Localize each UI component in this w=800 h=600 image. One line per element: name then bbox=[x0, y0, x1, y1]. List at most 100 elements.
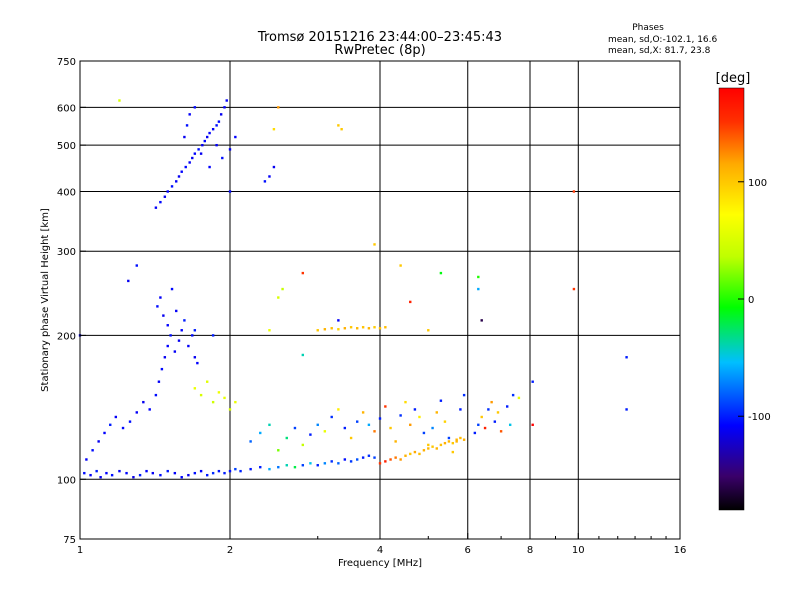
data-point bbox=[277, 465, 280, 469]
data-point bbox=[367, 327, 371, 330]
data-point bbox=[193, 106, 197, 109]
y-tick-label: 100 bbox=[57, 475, 76, 486]
data-point bbox=[404, 400, 407, 404]
data-point bbox=[191, 156, 194, 160]
data-point bbox=[151, 471, 155, 475]
data-point bbox=[373, 326, 376, 329]
data-point bbox=[193, 387, 197, 390]
data-point bbox=[203, 139, 206, 143]
data-point bbox=[349, 436, 353, 440]
data-point bbox=[205, 135, 209, 139]
data-point bbox=[114, 415, 118, 419]
data-point bbox=[125, 471, 128, 475]
data-point bbox=[384, 405, 387, 408]
data-point bbox=[175, 309, 178, 313]
data-point bbox=[330, 415, 333, 419]
data-point bbox=[487, 408, 490, 411]
data-point bbox=[473, 431, 477, 435]
x-tick-label: 6 bbox=[465, 545, 471, 556]
data-point bbox=[183, 319, 186, 322]
data-point bbox=[135, 411, 138, 414]
data-point bbox=[205, 380, 209, 383]
data-point bbox=[173, 350, 177, 353]
data-point bbox=[439, 271, 443, 275]
data-point bbox=[301, 353, 305, 357]
data-point bbox=[340, 127, 343, 131]
data-point bbox=[439, 399, 443, 402]
data-point bbox=[378, 462, 382, 465]
data-point bbox=[505, 405, 509, 408]
y-tick-label: 75 bbox=[63, 535, 76, 546]
data-point bbox=[197, 148, 200, 151]
data-point bbox=[301, 464, 305, 467]
data-point bbox=[285, 436, 288, 440]
data-point bbox=[156, 305, 159, 308]
data-point bbox=[384, 326, 387, 329]
data-point bbox=[180, 476, 183, 479]
data-point bbox=[142, 400, 145, 404]
data-point bbox=[175, 180, 178, 183]
data-point bbox=[277, 449, 280, 452]
data-point bbox=[217, 120, 221, 123]
data-point bbox=[263, 180, 267, 183]
colorbar-tick-label: -100 bbox=[748, 412, 771, 423]
x-axis-ticks: 1 2 4 6 8 10 16 bbox=[77, 533, 686, 556]
data-point bbox=[480, 319, 483, 322]
data-point bbox=[378, 327, 382, 330]
data-point bbox=[187, 344, 190, 348]
data-point bbox=[309, 462, 312, 465]
data-point bbox=[455, 438, 458, 441]
data-point bbox=[268, 423, 271, 427]
data-point bbox=[196, 361, 199, 365]
data-point bbox=[166, 469, 169, 473]
data-point bbox=[99, 476, 102, 479]
data-point bbox=[170, 287, 174, 291]
data-point bbox=[435, 447, 438, 450]
data-point bbox=[443, 420, 447, 423]
y-tick-label: 500 bbox=[57, 141, 76, 152]
data-point bbox=[223, 396, 226, 400]
data-point bbox=[625, 356, 628, 359]
data-point bbox=[201, 143, 204, 147]
data-point bbox=[499, 430, 503, 433]
data-point bbox=[177, 339, 181, 342]
data-point bbox=[378, 417, 382, 420]
data-point bbox=[361, 326, 365, 329]
data-point bbox=[268, 329, 271, 332]
data-point bbox=[217, 469, 221, 473]
data-point bbox=[110, 473, 114, 477]
data-point bbox=[183, 135, 186, 139]
data-point bbox=[477, 275, 480, 279]
data-point bbox=[389, 426, 392, 430]
data-point bbox=[394, 456, 397, 459]
data-point bbox=[83, 471, 86, 475]
chart-title: Tromsø 20151216 23:44:00–23:45:43 bbox=[257, 30, 502, 45]
data-point bbox=[228, 190, 232, 193]
colorbar-label: [deg] bbox=[716, 71, 751, 86]
data-point bbox=[330, 327, 333, 330]
data-point bbox=[572, 190, 576, 193]
data-point bbox=[431, 426, 434, 430]
data-point bbox=[199, 393, 203, 397]
data-point bbox=[160, 367, 164, 371]
colorbar-tick-label: 100 bbox=[748, 178, 767, 189]
data-point bbox=[221, 156, 224, 160]
data-point bbox=[85, 458, 88, 461]
data-point bbox=[132, 476, 135, 479]
data-point bbox=[447, 436, 451, 440]
data-point bbox=[234, 400, 237, 404]
data-point bbox=[188, 113, 191, 116]
data-point bbox=[162, 314, 165, 317]
data-point bbox=[373, 456, 376, 459]
data-point bbox=[211, 400, 215, 404]
data-point bbox=[208, 131, 211, 135]
data-point bbox=[199, 152, 203, 155]
data-point bbox=[455, 440, 458, 443]
data-point bbox=[272, 127, 276, 131]
data-point bbox=[105, 471, 108, 475]
data-point bbox=[215, 124, 218, 127]
data-point bbox=[337, 319, 340, 322]
data-point bbox=[154, 206, 158, 209]
data-point bbox=[215, 143, 218, 147]
